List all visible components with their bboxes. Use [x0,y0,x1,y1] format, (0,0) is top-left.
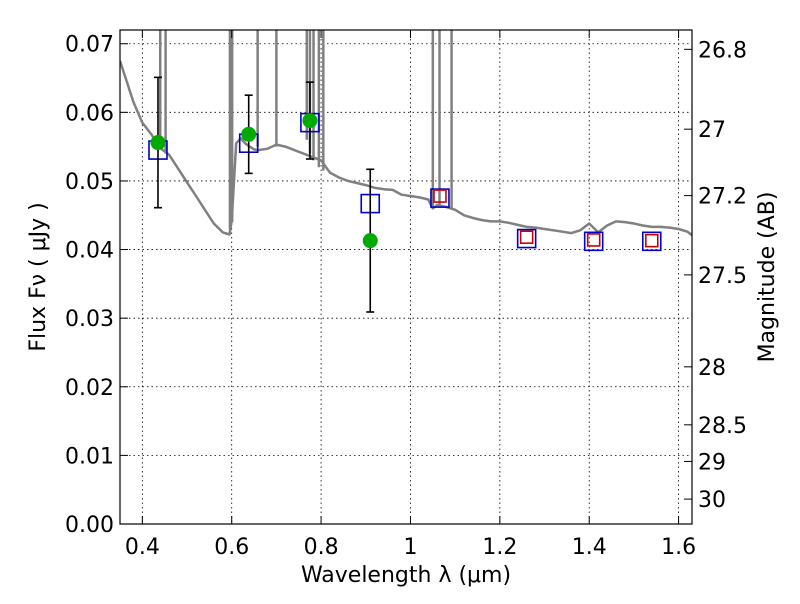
y-tick-label: 0.06 [65,101,114,126]
ticks-group: 0.4 0.6 0.8 1 1.2 1.4 1.6 0.00 0.01 0.02 0.03 0.04 0… [65,30,747,560]
predicted-band-marker [644,233,659,248]
observed-point [302,113,318,129]
y-tick-label: 0.02 [65,376,114,401]
x-tick-label: 1.4 [572,535,607,560]
plot-background [120,30,692,524]
y-tick-label: 0.07 [65,33,114,58]
y2-tick-label: 28 [698,356,726,381]
y2-tick-label: 28.5 [698,414,747,439]
model-band-marker [641,231,662,252]
x-axis-label: Wavelength λ (μm) [301,563,511,588]
x-tick-label: 0.6 [214,535,249,560]
model-spectrum-line [120,60,692,237]
y-tick-label: 0.04 [65,239,114,264]
y2-tick-label: 30 [698,488,726,513]
observed-point [241,126,257,142]
predicted-band-marker [433,189,447,203]
y-tick-label: 0.00 [65,513,114,538]
model-band-marker [583,231,604,252]
y2-tick-label: 27 [698,118,726,143]
plot-frame [119,29,693,525]
model-band-marker [430,188,450,208]
observed-point [362,233,378,249]
y2-tick-label: 29 [698,450,726,475]
predicted-band-marker [586,233,601,247]
x-tick-label: 0.8 [304,535,339,560]
y2-tick-label: 26.8 [698,38,747,63]
predicted-band-marker [519,230,534,245]
y2-tick-label: 27.5 [698,264,747,289]
y2-tick-label: 27.2 [698,185,747,210]
observed-point [150,135,166,151]
x-tick-label: 1 [403,535,417,560]
y-axis-label: Flux Fν ( μJy ) [26,202,51,351]
y-tick-label: 0.03 [65,307,114,332]
y-tick-label: 0.05 [65,170,114,195]
y2-axis-label: Magnitude (AB) [755,192,780,363]
x-tick-label: 0.4 [125,535,160,560]
data-marks-group [148,76,662,313]
x-tick-label: 1.6 [661,535,696,560]
x-tick-label: 1.2 [482,535,517,560]
y-tick-label: 0.01 [65,444,114,469]
model-band-marker [516,228,537,249]
